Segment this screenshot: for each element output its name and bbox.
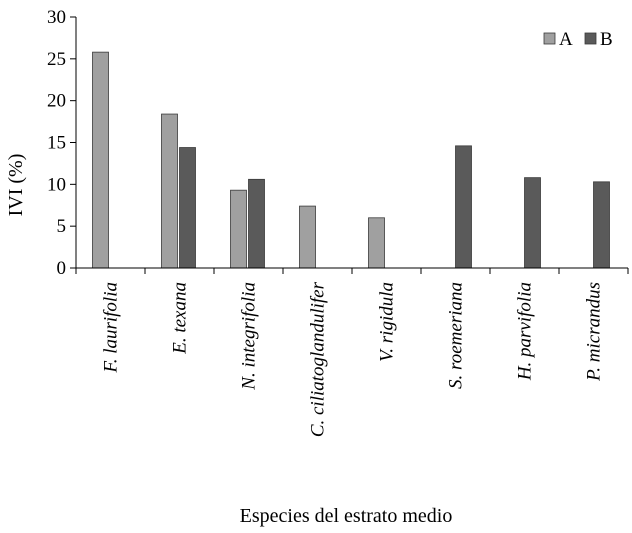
category-label: N. integrifolia: [239, 282, 260, 391]
bars: [92, 51, 610, 269]
bar-B-2: [179, 147, 196, 269]
category-label: C. ciliatoglandulifer: [308, 281, 329, 437]
x-axis-title: Especies del estrato medio: [240, 505, 453, 527]
y-axis-title: IVI (%): [5, 154, 27, 217]
bar-A-1: [92, 51, 109, 269]
category-label: P. micrandus: [584, 282, 605, 382]
bar-B-3: [248, 178, 265, 269]
y-axis-ticks: 0 5 10 15 20 25 30: [47, 7, 76, 279]
bar-A-2: [161, 113, 178, 269]
y-tick-label: 25: [47, 49, 66, 70]
y-tick-label: 20: [47, 91, 66, 112]
category-label: V. rigidula: [377, 282, 398, 362]
bar-B-7: [524, 177, 541, 269]
y-tick-label: 0: [57, 258, 67, 279]
bar-A-3: [230, 189, 247, 269]
category-label: F. laurifolia: [101, 282, 122, 373]
bar-A-4: [299, 205, 316, 269]
legend-swatch-B: [584, 32, 597, 45]
category-label: E. texana: [170, 282, 191, 355]
category-labels: F. laurifolia E. texana N. integrifolia C. …: [101, 281, 605, 437]
x-axis-ticks: [75, 268, 629, 274]
legend-swatch-A: [543, 32, 556, 45]
category-label: S. roemeriana: [446, 282, 467, 389]
bar-A-5: [368, 217, 385, 269]
bar-B-6: [455, 145, 472, 269]
y-tick-label: 30: [47, 7, 66, 28]
y-tick-label: 5: [57, 216, 67, 237]
legend-label-A: A: [559, 29, 573, 50]
y-tick-label: 15: [47, 133, 66, 154]
y-tick-label: 10: [47, 174, 66, 195]
category-label: H. parvifolia: [515, 282, 536, 381]
bar-B-8: [593, 181, 610, 269]
legend-label-B: B: [600, 29, 613, 50]
